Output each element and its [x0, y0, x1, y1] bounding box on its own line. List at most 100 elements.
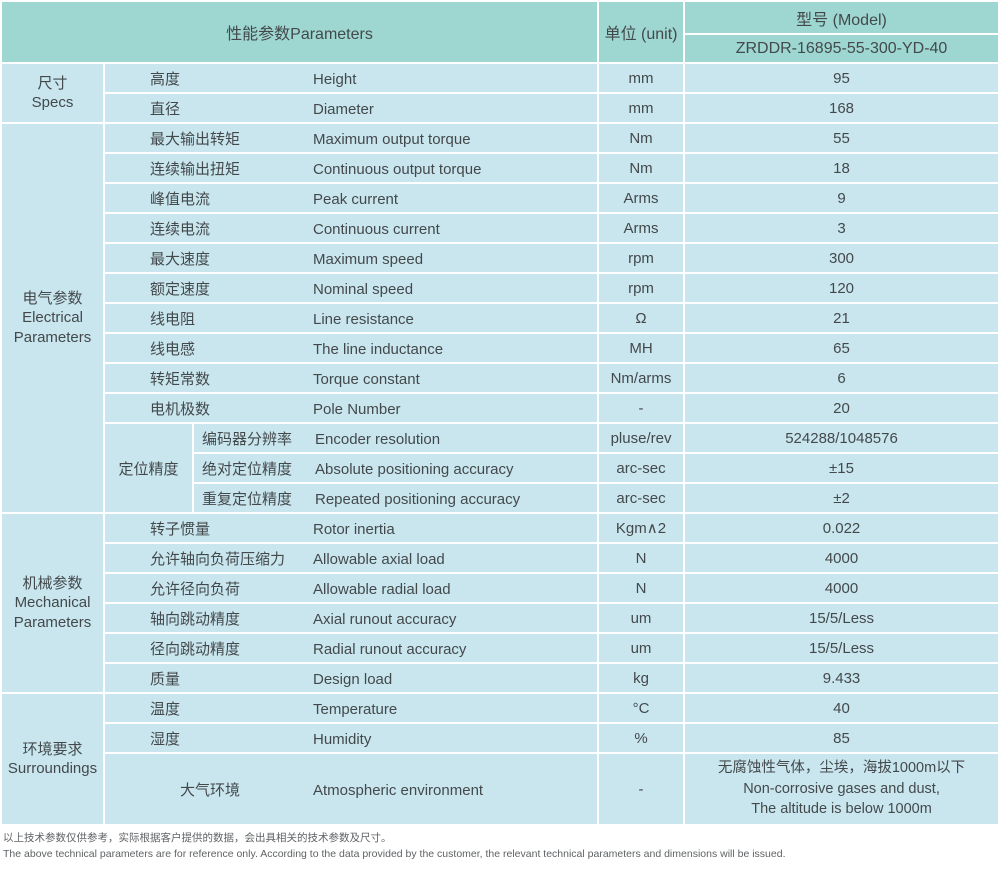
- unit-cell: um: [599, 634, 686, 664]
- param-label-cn: 电机极数: [150, 400, 211, 418]
- param-label-en: Allowable radial load: [313, 580, 451, 598]
- param-label-cn: 轴向跳动精度: [150, 610, 241, 628]
- param-cell: 转子惯量 Rotor inertia: [105, 514, 600, 544]
- param-cell: 额定速度 Nominal speed: [105, 274, 600, 304]
- value-cell: 95: [685, 64, 998, 94]
- param-cell: 峰值电流 Peak current: [105, 184, 600, 214]
- param-cell: 转矩常数 Torque constant: [105, 364, 600, 394]
- unit-cell: arc-sec: [599, 454, 686, 484]
- param-label-en: Height: [313, 70, 357, 88]
- param-label-en: Repeated positioning accuracy: [315, 490, 521, 508]
- param-label-en: Temperature: [313, 700, 398, 718]
- table-row: 线电阻 Line resistance Ω 21: [2, 304, 998, 334]
- param-label-cn: 径向跳动精度: [150, 640, 241, 658]
- unit-cell: Nm: [599, 154, 686, 184]
- param-label-en: Peak current: [313, 190, 399, 208]
- param-cell: 允许径向负荷 Allowable radial load: [105, 574, 600, 604]
- unit-cell: Arms: [599, 214, 686, 244]
- param-label-en: Pole Number: [313, 400, 401, 418]
- unit-cell: Ω: [599, 304, 686, 334]
- unit-cell: -: [599, 754, 686, 826]
- section-mechanical: 机械参数 Mechanical Parameters: [2, 514, 105, 694]
- param-label-cn: 重复定位精度: [202, 490, 293, 508]
- value-cell: 120: [685, 274, 998, 304]
- unit-cell: Kgm∧2: [599, 514, 686, 544]
- table-row: 径向跳动精度 Radial runout accuracy um 15/5/Les…: [2, 634, 998, 664]
- param-cell: 绝对定位精度 Absolute positioning accuracy: [194, 454, 600, 484]
- param-label-en: Continuous current: [313, 220, 440, 238]
- param-label-cn: 峰值电流: [150, 190, 211, 208]
- table-header-row: 性能参数Parameters 单位 (unit) 型号 (Model): [2, 2, 998, 64]
- table-row: 轴向跳动精度 Axial runout accuracy um 15/5/Less: [2, 604, 998, 634]
- param-label-en: Diameter: [313, 100, 374, 118]
- param-cell: 线电感 The line inductance: [105, 334, 600, 364]
- param-label-cn: 绝对定位精度: [202, 460, 293, 478]
- table-row: 允许轴向负荷压缩力 Allowable axial load N 4000: [2, 544, 998, 574]
- value-cell: 65: [685, 334, 998, 364]
- value-cell: 85: [685, 724, 998, 754]
- unit-cell: arc-sec: [599, 484, 686, 514]
- footnote-line-cn: 以上技术参数仅供参考，实际根据客户提供的数据，会出具相关的技术参数及尺寸。: [3, 832, 392, 844]
- value-cell: 55: [685, 124, 998, 154]
- value-cell: 168: [685, 94, 998, 124]
- param-label-cn: 允许径向负荷: [150, 580, 241, 598]
- value-cell: 6: [685, 364, 998, 394]
- value-cell: 15/5/Less: [685, 634, 998, 664]
- param-label-cn: 连续输出扭矩: [150, 160, 241, 178]
- table-row: 重复定位精度 Repeated positioning accuracy arc-…: [2, 484, 998, 514]
- param-label-en: Humidity: [313, 730, 372, 748]
- table-row: 环境要求 Surroundings 温度 Temperature °C 40: [2, 694, 998, 826]
- param-cell: 质量 Design load: [105, 664, 600, 694]
- param-label-cn: 线电感: [150, 340, 196, 358]
- header-model-value: ZRDDR-16895-55-300-YD-40: [685, 35, 998, 64]
- param-cell: 连续电流 Continuous current: [105, 214, 600, 244]
- table-row: 尺寸 Specs 高度 Height mm 95: [2, 64, 998, 124]
- param-cell: 连续输出扭矩 Continuous output torque: [105, 154, 600, 184]
- param-label-en: Maximum speed: [313, 250, 424, 268]
- value-cell: 20: [685, 394, 998, 424]
- value-cell: 18: [685, 154, 998, 184]
- param-label-cn: 温度: [150, 700, 181, 718]
- param-label-en: Absolute positioning accuracy: [315, 460, 514, 478]
- header-parameters: 性能参数Parameters: [2, 2, 600, 64]
- param-label-en: Nominal speed: [313, 280, 414, 298]
- value-cell: 9: [685, 184, 998, 214]
- param-cell: 最大输出转矩 Maximum output torque: [105, 124, 600, 154]
- table-row: 连续输出扭矩 Continuous output torque Nm 18: [2, 154, 998, 184]
- unit-cell: N: [599, 544, 686, 574]
- value-cell: 300: [685, 244, 998, 274]
- table-row: 湿度 Humidity % 85: [2, 724, 998, 754]
- unit-cell: um: [599, 604, 686, 634]
- section-surroundings: 环境要求 Surroundings: [2, 694, 105, 826]
- footnote-line-en: The above technical parameters are for r…: [3, 848, 786, 861]
- table-row: 允许径向负荷 Allowable radial load N 4000: [2, 574, 998, 604]
- unit-cell: rpm: [599, 274, 686, 304]
- section-electrical: 电气参数 Electrical Parameters: [2, 124, 105, 514]
- param-cell: 温度 Temperature: [105, 694, 600, 724]
- value-cell: 21: [685, 304, 998, 334]
- table-row: 额定速度 Nominal speed rpm 120: [2, 274, 998, 304]
- param-cell: 直径 Diameter: [105, 94, 600, 124]
- table-row: 线电感 The line inductance MH 65: [2, 334, 998, 364]
- value-cell: ±15: [685, 454, 998, 484]
- param-label-cn: 允许轴向负荷压缩力: [150, 550, 286, 568]
- param-label-cn: 转子惯量: [150, 520, 211, 538]
- param-label-cn: 最大速度: [150, 250, 211, 268]
- param-cell: 允许轴向负荷压缩力 Allowable axial load: [105, 544, 600, 574]
- value-cell: 15/5/Less: [685, 604, 998, 634]
- unit-cell: MH: [599, 334, 686, 364]
- unit-cell: mm: [599, 94, 686, 124]
- value-cell: 9.433: [685, 664, 998, 694]
- value-cell: 40: [685, 694, 998, 724]
- table-row: 定位精度 编码器分辨率 Encoder resolution pluse/rev …: [2, 424, 998, 514]
- param-cell: 径向跳动精度 Radial runout accuracy: [105, 634, 600, 664]
- header-model-label: 型号 (Model): [685, 2, 998, 35]
- param-label-en: Line resistance: [313, 310, 414, 328]
- unit-cell: N: [599, 574, 686, 604]
- table-row: 绝对定位精度 Absolute positioning accuracy arc-…: [2, 454, 998, 484]
- param-cell: 大气环境 Atmospheric environment: [105, 754, 600, 826]
- param-label-en: Design load: [313, 670, 393, 688]
- table-row: 直径 Diameter mm 168: [2, 94, 998, 124]
- value-cell: 无腐蚀性气体，尘埃，海拔1000m以下 Non-corrosive gases …: [685, 754, 998, 826]
- param-label-en: The line inductance: [313, 340, 444, 358]
